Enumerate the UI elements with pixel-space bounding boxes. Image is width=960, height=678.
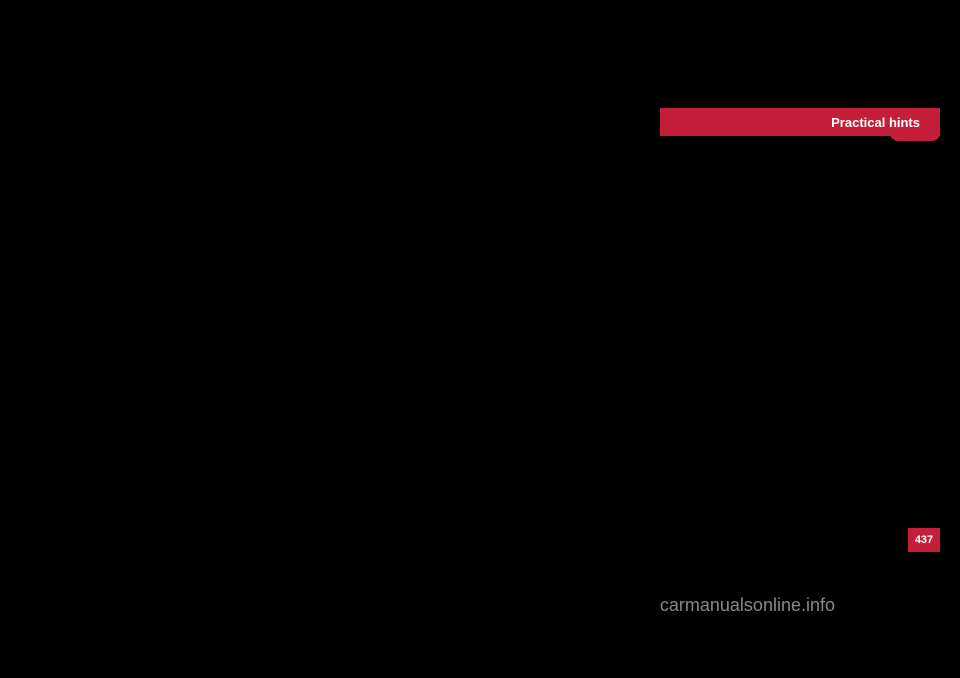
page-number: 437 — [915, 534, 933, 546]
header-tab-decoration — [890, 133, 940, 141]
section-header-text: Practical hints — [831, 115, 920, 130]
watermark-text: carmanualsonline.info — [660, 595, 835, 616]
page-number-box: 437 — [908, 528, 940, 552]
section-header-bar: Practical hints — [660, 108, 940, 136]
